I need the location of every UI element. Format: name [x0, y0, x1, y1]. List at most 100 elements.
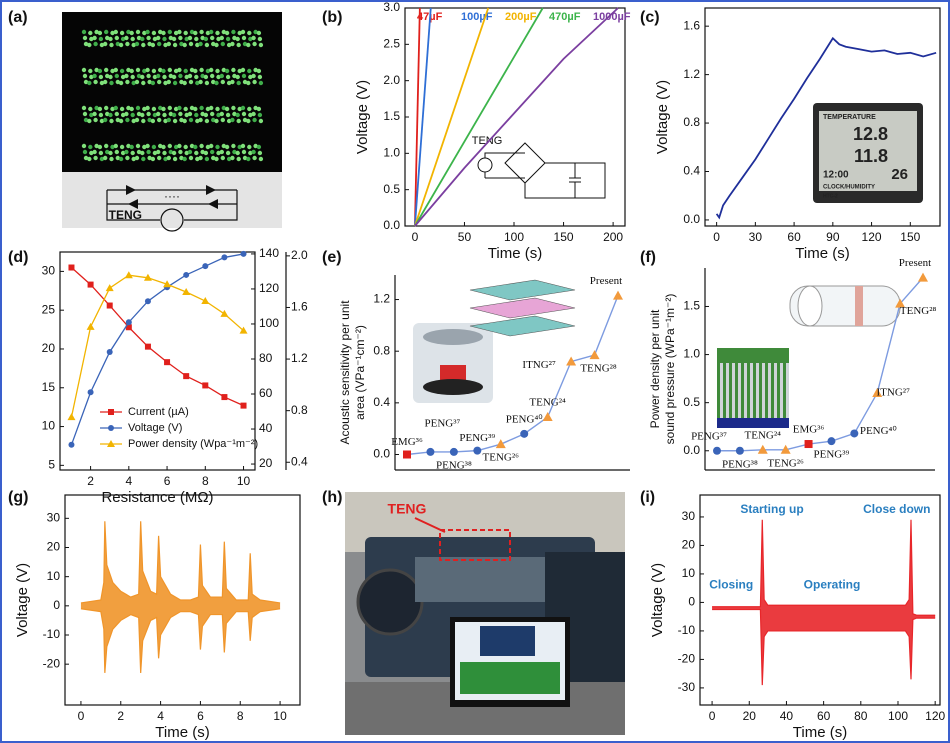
inset-part	[744, 363, 747, 418]
led-dot	[110, 144, 115, 150]
led-dot	[205, 68, 211, 74]
led-dot	[256, 68, 262, 74]
led-dot	[110, 68, 115, 74]
led-dot	[89, 36, 94, 42]
led-dot	[87, 42, 92, 48]
led-dot	[168, 111, 173, 117]
inset-text: 26	[891, 166, 908, 183]
led-dot	[94, 67, 99, 73]
led-dot	[220, 41, 225, 47]
led-dot	[147, 79, 152, 85]
fan	[356, 568, 424, 636]
led-dot	[150, 42, 156, 48]
marker	[850, 429, 859, 438]
led-dot	[161, 68, 166, 74]
y2-tick-label: 40	[259, 421, 273, 435]
led-dot	[88, 144, 93, 150]
led-dot	[166, 117, 171, 123]
led-dot	[89, 150, 94, 156]
led-dot	[151, 68, 157, 74]
y-tick-label: 1.0	[683, 347, 700, 361]
led-dot	[240, 29, 246, 35]
inset-part	[774, 363, 777, 418]
led-dot	[98, 36, 104, 42]
led-dot	[211, 79, 216, 85]
y-tick-label: -10	[43, 627, 61, 641]
led-dot	[221, 105, 226, 111]
led-dot	[163, 156, 168, 162]
point-label: EMG³⁶	[793, 424, 825, 436]
led-dot	[216, 74, 221, 80]
led-dot	[200, 149, 205, 155]
panel-label: (e)	[322, 249, 342, 266]
led-dot	[83, 79, 89, 85]
led-dot	[182, 156, 187, 162]
led-dot	[82, 149, 88, 155]
led-dot	[226, 80, 232, 86]
inset-part	[440, 365, 466, 383]
led-dot	[140, 74, 145, 80]
led-dot	[120, 112, 126, 118]
led-dot	[193, 106, 198, 112]
legend-label: 470µF	[549, 11, 581, 23]
led-dot	[115, 155, 121, 161]
led-dot	[119, 68, 125, 74]
led-dot	[173, 30, 179, 36]
led-dot	[232, 73, 237, 79]
led-dot	[92, 73, 97, 79]
led-dot	[156, 73, 161, 79]
y-tick-label: 0.8	[373, 343, 390, 357]
marker	[202, 382, 209, 389]
led-dot	[103, 155, 108, 161]
led-dot	[141, 118, 146, 124]
y-tick-label: 1.2	[683, 67, 700, 81]
led-dot	[179, 41, 184, 47]
led-dot	[118, 118, 124, 124]
y-tick-label: 15	[42, 380, 56, 394]
led-dot	[235, 150, 240, 156]
led-dot	[99, 118, 105, 124]
diode	[208, 199, 218, 209]
plot-frame	[699, 494, 941, 706]
y-tick-label: 1.2	[373, 292, 390, 306]
x-tick-label: 8	[237, 709, 244, 723]
led-dot	[81, 143, 87, 149]
inset-text: HTC-2	[823, 193, 838, 199]
led-dot	[226, 42, 232, 48]
x-tick-label: 150	[554, 230, 574, 244]
led-dot	[219, 73, 224, 79]
x-tick-label: 8	[202, 474, 209, 488]
led-dot	[200, 111, 205, 117]
y-tick-label: 0.4	[683, 164, 700, 178]
led-dot	[246, 42, 251, 48]
marker	[106, 348, 113, 355]
led-dot	[188, 117, 194, 123]
led-dot	[240, 67, 246, 73]
signal-upper	[712, 519, 936, 616]
point-label: PENG³⁹	[814, 449, 850, 461]
x-tick-label: 2	[87, 474, 94, 488]
led-dot	[109, 80, 114, 86]
led-dot	[105, 73, 110, 79]
led-dot	[198, 41, 203, 47]
led-dot	[172, 156, 178, 162]
x-tick-label: 100	[504, 230, 524, 244]
y-axis-title: sound pressure (WPa⁻¹m⁻²)	[663, 294, 677, 445]
led-dot	[81, 105, 87, 111]
led-dot	[157, 41, 162, 47]
led-dot	[203, 36, 209, 42]
led-dot	[189, 67, 195, 73]
point-label: PENG³⁸	[722, 458, 758, 470]
y-tick-label: 10	[47, 569, 61, 583]
led-dot	[119, 30, 125, 36]
led-dot	[252, 79, 257, 85]
x-tick-label: 4	[125, 474, 132, 488]
led-dot	[224, 144, 230, 150]
led-dot	[129, 68, 134, 74]
led-dot	[104, 67, 109, 73]
y-tick-label: 20	[47, 540, 61, 554]
led-dot	[142, 144, 147, 150]
led-dot	[145, 29, 150, 35]
led-dot	[200, 35, 205, 41]
diode	[126, 185, 136, 195]
